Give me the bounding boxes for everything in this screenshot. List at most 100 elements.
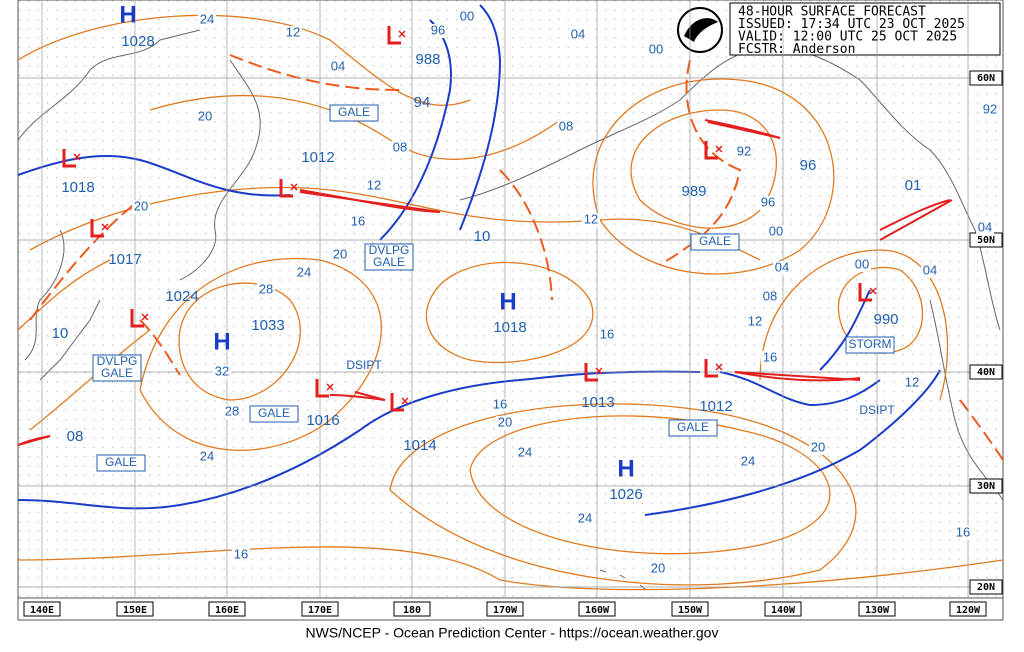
lon-label-box	[949, 601, 987, 617]
high-symbol: H	[119, 1, 136, 28]
warning-line: GALE	[373, 255, 405, 269]
isobar-label-bg	[391, 141, 409, 155]
warning: DVLPG GALE	[92, 354, 142, 382]
lat-label: 40N	[977, 367, 995, 378]
isobar-label-bg	[921, 264, 939, 278]
lon-label: 160W	[585, 605, 610, 616]
isobar-label: 00	[460, 8, 474, 23]
low-pressure: 990	[873, 311, 898, 328]
isobar-label: 24	[578, 510, 592, 525]
low-center	[326, 383, 334, 391]
lat-label: 60N	[977, 73, 995, 84]
isobar-label-bg	[295, 266, 313, 280]
isobar-label-bg	[516, 446, 534, 460]
lon-label-box	[116, 601, 154, 617]
isobar-label-bg	[349, 215, 367, 229]
isobar-label: 20	[651, 560, 665, 575]
warning: GALE	[690, 233, 740, 251]
isobar-label-bg	[198, 13, 216, 27]
isobar-label: 20	[811, 439, 825, 454]
high-symbol: H	[213, 328, 230, 355]
lon-label: 160E	[215, 605, 239, 616]
warning: GALE	[96, 454, 146, 472]
isobar-label-bg	[976, 221, 994, 235]
low-symbol	[315, 379, 329, 398]
low-center	[715, 363, 723, 371]
isobar-label-bg	[767, 225, 785, 239]
low-symbol	[704, 141, 718, 160]
isobar-label: 12	[584, 211, 598, 226]
warning-label: GALE	[677, 420, 709, 434]
isobar-label: 20	[198, 108, 212, 123]
lon-label-box	[764, 601, 802, 617]
motion-arrow	[734, 371, 861, 381]
low-pressure: 1017	[108, 251, 141, 268]
header-box	[729, 2, 1001, 56]
isobar-label-bg	[954, 526, 972, 540]
motion-arrow	[879, 199, 953, 241]
isobar-label-bg	[491, 398, 509, 412]
isobar-label-bg	[196, 110, 214, 124]
lon-label-box	[208, 601, 246, 617]
isobar-label: 24	[200, 11, 214, 26]
isobar-label: 04	[923, 262, 937, 277]
warning: GALE	[329, 104, 379, 122]
high-symbol: H	[499, 288, 516, 315]
isobar-label: 28	[259, 281, 273, 296]
isobar-label-bg	[365, 179, 383, 193]
lon-label: 180	[403, 605, 421, 616]
isobar-label: 16	[351, 213, 365, 228]
isobar-label: 96	[761, 194, 775, 209]
low-pressure: 988	[415, 51, 440, 68]
low-center	[290, 183, 298, 191]
low-pressure: 1012	[699, 398, 732, 415]
lat-label-box	[969, 70, 1003, 86]
isobar-label-bg	[739, 455, 757, 469]
lat-label: 30N	[977, 481, 995, 492]
low-symbol	[390, 393, 404, 412]
lon-label-box	[393, 601, 431, 617]
isobar-label-bg	[759, 196, 777, 210]
isobar-label-bg	[853, 258, 871, 272]
warning-line: GALE	[101, 366, 133, 380]
warning-box	[92, 354, 142, 382]
dissipating-note: DSIPT	[859, 403, 895, 417]
isobar-label: 04	[775, 259, 789, 274]
isobar-label: 12	[286, 24, 300, 39]
warning-label: STORM	[848, 337, 891, 351]
header-line: 48-HOUR SURFACE FORECAST	[738, 5, 926, 20]
low-center	[73, 153, 81, 161]
isobar-label: 08	[559, 118, 573, 133]
isobar-label-bg	[809, 441, 827, 455]
warning-box	[249, 405, 299, 423]
isobar-label: 92	[737, 143, 751, 158]
low-symbol	[62, 149, 76, 168]
isobar-label-bg	[903, 376, 921, 390]
isobar-label: 24	[518, 444, 532, 459]
low-center	[398, 30, 406, 38]
isobar-label-bg	[598, 328, 616, 342]
low-pressure: 989	[681, 183, 706, 200]
isobar-label: 08	[393, 139, 407, 154]
warning: STORM	[845, 336, 895, 354]
high-pressure: 1026	[609, 486, 642, 503]
low-center	[401, 397, 409, 405]
warning-label: GALE	[338, 105, 370, 119]
lat-label: 20N	[977, 582, 995, 593]
isobar-label: 32	[215, 363, 229, 378]
warning: DVLPG GALE	[364, 243, 414, 271]
low-pressure: 1013	[581, 394, 614, 411]
low-pressure: 08	[67, 428, 84, 445]
low-center	[869, 287, 877, 295]
low-pressure: 01	[905, 177, 922, 194]
isobar-label-bg	[981, 103, 999, 117]
lon-label: 120W	[956, 605, 981, 616]
isobar-label: 24	[200, 448, 214, 463]
warning-box	[690, 233, 740, 251]
isobar-label-bg	[132, 200, 150, 214]
motion-arrow	[299, 191, 441, 213]
isobar-label: 92	[983, 101, 997, 116]
isobar-label-bg	[773, 261, 791, 275]
isobar-label-bg	[223, 405, 241, 419]
isobar-label: 20	[333, 246, 347, 261]
